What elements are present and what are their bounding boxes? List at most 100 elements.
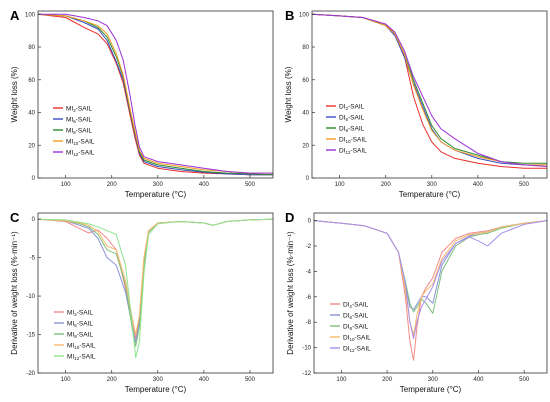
legend-label: MI10-SAIL bbox=[66, 138, 95, 146]
x-axis-title: Temperature (°C) bbox=[399, 190, 461, 199]
series-line bbox=[314, 220, 547, 314]
x-tick-label: 100 bbox=[61, 182, 72, 188]
y-axis-title: Derivative of weight loss (%·min⁻¹) bbox=[10, 231, 19, 355]
y-tick-label: -12 bbox=[302, 371, 311, 377]
x-axis-title: Temperature (°C) bbox=[400, 385, 462, 394]
y-tick-label: -5 bbox=[30, 256, 36, 262]
x-tick-label: 500 bbox=[245, 182, 256, 188]
legend: MI2-SAIL MI6-SAIL MI8-SAIL MI10-SAIL MI12-SA… bbox=[54, 309, 96, 361]
x-tick-label: 500 bbox=[245, 377, 256, 383]
legend-label: DI6-SAIL bbox=[339, 114, 365, 122]
y-tick-label: -20 bbox=[26, 371, 35, 377]
x-tick-label: 100 bbox=[335, 182, 346, 188]
x-tick-label: 400 bbox=[473, 377, 484, 383]
series-line bbox=[38, 13, 273, 174]
legend-label: MI2-SAIL bbox=[66, 105, 92, 113]
panel-letter: D bbox=[285, 210, 294, 225]
legend-label: MI8-SAIL bbox=[67, 331, 93, 339]
legend-label: DI8-SAIL bbox=[339, 125, 365, 133]
y-tick-label: -2 bbox=[306, 244, 312, 250]
legend-label: DI12-SAIL bbox=[343, 345, 371, 353]
legend: DI2-SAIL DI6-SAIL DI8-SAIL DI10-SAIL DI12-SA… bbox=[326, 103, 367, 155]
series-line bbox=[314, 220, 547, 310]
legend-label: MI6-SAIL bbox=[66, 116, 92, 124]
plot-frame bbox=[313, 212, 548, 374]
y-axis-title: Weight loss (%) bbox=[284, 66, 293, 122]
series-line bbox=[38, 13, 273, 174]
panel-c: C 100 200 300 400 500 0 -5 -10 -15 -20 Temperature … bbox=[10, 210, 274, 394]
panel-letter: C bbox=[10, 210, 20, 225]
y-tick-label: 100 bbox=[25, 12, 36, 18]
y-axis-title: Weight loss (%) bbox=[10, 66, 19, 122]
plot-frame bbox=[37, 10, 274, 179]
legend: MI2-SAIL MI6-SAIL MI8-SAIL MI10-SAIL MI12-SA… bbox=[53, 105, 95, 157]
series-line bbox=[38, 13, 273, 176]
y-tick-label: -4 bbox=[306, 269, 312, 275]
plot-frame bbox=[37, 212, 274, 374]
x-tick-label: 100 bbox=[61, 377, 72, 383]
y-tick-label: 0 bbox=[308, 219, 312, 225]
series-line bbox=[38, 13, 273, 176]
legend-label: DI8-SAIL bbox=[343, 323, 369, 331]
series-line bbox=[38, 218, 273, 359]
x-axis-title: Temperature (°C) bbox=[125, 190, 187, 199]
y-tick-label: -10 bbox=[302, 346, 311, 352]
x-tick-label: 500 bbox=[519, 182, 530, 188]
y-tick-label: 20 bbox=[302, 143, 309, 149]
panel-a: A 100 200 300 400 500 0 20 40 60 80 100 Temperature … bbox=[10, 8, 274, 199]
series-line bbox=[312, 13, 547, 169]
series-line bbox=[314, 220, 547, 340]
x-tick-label: 500 bbox=[519, 377, 530, 383]
y-axis-title: Derivative of weight loss (%·min⁻¹) bbox=[286, 231, 295, 355]
plot-frame bbox=[311, 10, 548, 179]
legend-label: DI10-SAIL bbox=[343, 334, 371, 342]
series-line bbox=[38, 218, 273, 335]
legend-label: MI2-SAIL bbox=[67, 309, 93, 317]
x-tick-label: 200 bbox=[107, 182, 118, 188]
x-tick-label: 200 bbox=[381, 182, 392, 188]
legend-label: DI2-SAIL bbox=[339, 103, 365, 111]
y-tick-label: -15 bbox=[26, 333, 35, 339]
panel-b: B 100 200 300 400 500 0 20 40 60 80 100 Temperature … bbox=[284, 8, 548, 199]
y-tick-label: 0 bbox=[306, 176, 310, 182]
y-tick-label: 80 bbox=[28, 45, 35, 51]
legend-label: DI10-SAIL bbox=[339, 136, 367, 144]
legend-label: DI6-SAIL bbox=[343, 312, 369, 320]
x-tick-label: 200 bbox=[107, 377, 118, 383]
y-tick-label: 40 bbox=[28, 111, 35, 117]
legend-label: MI8-SAIL bbox=[66, 127, 92, 135]
series-line bbox=[312, 13, 547, 167]
y-tick-label: 100 bbox=[299, 12, 310, 18]
x-tick-label: 300 bbox=[153, 182, 164, 188]
x-tick-label: 400 bbox=[199, 182, 210, 188]
panel-letter: B bbox=[285, 8, 294, 23]
y-tick-label: 60 bbox=[302, 78, 309, 84]
legend-label: DI12-SAIL bbox=[339, 147, 367, 155]
y-tick-label: 80 bbox=[302, 45, 309, 51]
legend-label: DI2-SAIL bbox=[343, 301, 369, 309]
y-tick-label: 0 bbox=[32, 176, 36, 182]
x-tick-label: 400 bbox=[473, 182, 484, 188]
x-tick-label: 100 bbox=[336, 377, 347, 383]
x-tick-label: 300 bbox=[153, 377, 164, 383]
x-tick-label: 300 bbox=[428, 377, 439, 383]
panel-d: D 100 200 300 400 500 0 -2 -4 -6 -8 -10 -12 Temperatu… bbox=[285, 210, 548, 394]
legend-label: MI12-SAIL bbox=[67, 353, 96, 361]
x-tick-label: 200 bbox=[382, 377, 393, 383]
y-tick-label: -8 bbox=[306, 320, 312, 326]
x-tick-label: 300 bbox=[427, 182, 438, 188]
legend-label: MI10-SAIL bbox=[67, 342, 96, 350]
x-axis-title: Temperature (°C) bbox=[125, 385, 187, 394]
x-tick-label: 400 bbox=[199, 377, 210, 383]
legend: DI2-SAIL DI6-SAIL DI8-SAIL DI10-SAIL DI12-SA… bbox=[330, 301, 371, 353]
y-tick-label: 0 bbox=[32, 217, 36, 223]
y-tick-label: 40 bbox=[302, 111, 309, 117]
y-tick-label: 20 bbox=[28, 143, 35, 149]
series-line bbox=[38, 13, 273, 176]
y-tick-label: -6 bbox=[306, 295, 312, 301]
series-line bbox=[312, 13, 547, 166]
legend-label: MI6-SAIL bbox=[67, 320, 93, 328]
legend-label: MI12-SAIL bbox=[66, 149, 95, 157]
panel-letter: A bbox=[10, 8, 20, 23]
